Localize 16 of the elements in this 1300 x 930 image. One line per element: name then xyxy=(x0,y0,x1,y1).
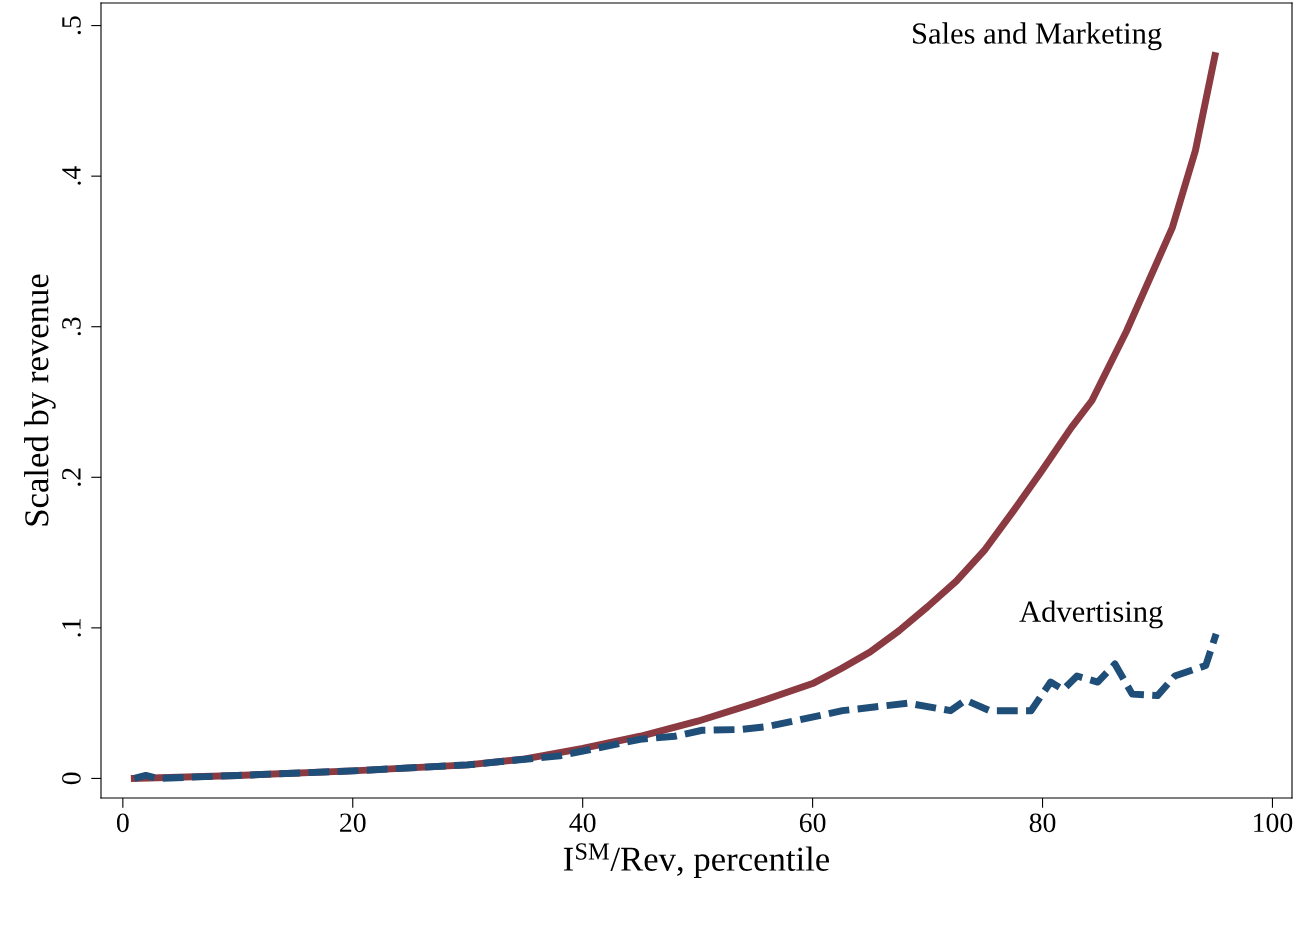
y-tick-label: .4 xyxy=(62,166,81,185)
x-tick-label: 20 xyxy=(340,813,366,833)
x-tick-label: 40 xyxy=(569,813,596,833)
y-tick-label: .3 xyxy=(62,317,81,336)
y-tick-label: .1 xyxy=(62,619,81,637)
x-tick-label: 100 xyxy=(1254,813,1293,833)
y-tick-label: 0 xyxy=(62,772,81,785)
y-axis-title: Scaled by revenue xyxy=(24,274,56,526)
x-tick-label: 80 xyxy=(1029,813,1056,833)
series-label: Advertising xyxy=(1019,600,1163,629)
x-tick-label: 0 xyxy=(116,813,129,833)
y-tick-label: .2 xyxy=(62,468,81,486)
y-tick-label: .5 xyxy=(62,16,81,35)
x-tick-label: 60 xyxy=(799,813,826,833)
series-label: Sales and Marketing xyxy=(913,22,1162,51)
x-axis-title: I$^{SM}$/Rev, percentile xyxy=(563,843,830,878)
